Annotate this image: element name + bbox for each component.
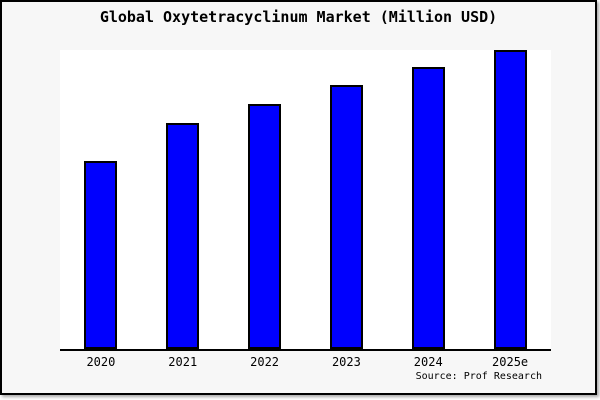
source-credit: Source: Prof Research [415, 371, 542, 382]
x-tick-label: 2023 [331, 355, 361, 369]
x-tick-label: 2021 [168, 355, 198, 369]
x-tick-label: 2024 [413, 355, 443, 369]
bar-2025e [493, 50, 527, 349]
plot-area [60, 50, 551, 351]
x-tick-label: 2025e [492, 355, 529, 369]
bar-2024 [411, 67, 445, 349]
bar-2020 [84, 161, 118, 349]
bar-2021 [166, 123, 200, 349]
x-tick-label: 2022 [250, 355, 280, 369]
chart-title: Global Oxytetracyclinum Market (Million … [99, 8, 498, 26]
x-tick-label: 2020 [86, 355, 116, 369]
bar-2023 [329, 85, 363, 349]
bar-2022 [248, 104, 282, 349]
